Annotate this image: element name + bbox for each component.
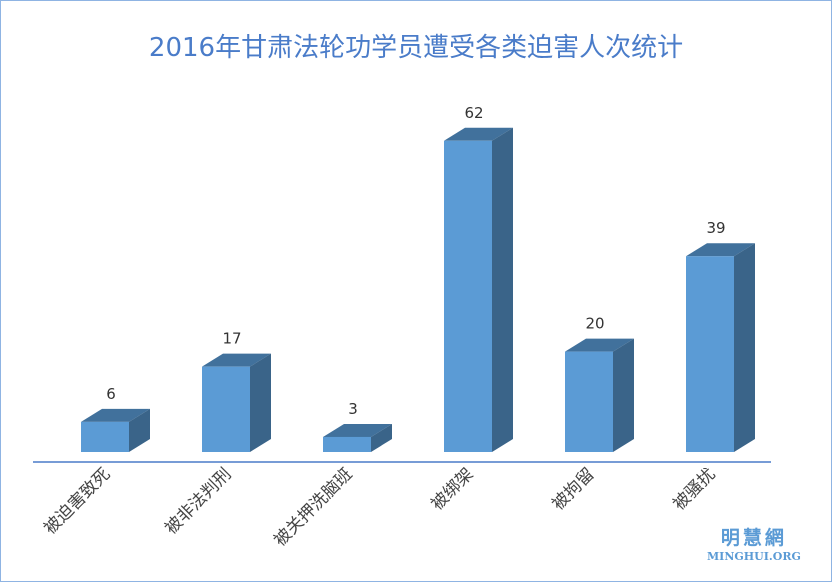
- category-label: 被绑架: [427, 464, 477, 514]
- data-label: 17: [222, 330, 241, 348]
- bar-side: [250, 353, 271, 452]
- category-label: 被迫害致死: [40, 464, 114, 538]
- bar-side: [734, 243, 755, 452]
- bar-top: [323, 423, 392, 437]
- data-label: 6: [106, 385, 116, 403]
- bar-side: [371, 423, 392, 452]
- bar: [323, 436, 371, 452]
- bar-top: [686, 243, 755, 257]
- data-label: 3: [348, 400, 358, 418]
- category-label: 被非法判刑: [161, 464, 235, 538]
- minghui-logo: 明慧網 MINGHUI.ORG: [707, 523, 801, 563]
- bar-side: [613, 338, 634, 452]
- data-label: 20: [585, 315, 604, 333]
- category-label: 被关押洗脑班: [270, 464, 356, 550]
- category-label: 被拘留: [548, 464, 598, 514]
- chart-title: 2016年甘肃法轮功学员遭受各类迫害人次统计: [148, 33, 684, 63]
- bar-top: [81, 408, 150, 422]
- logo-cn: 明慧網: [720, 527, 787, 549]
- bar: [81, 421, 129, 452]
- bar: [565, 351, 613, 452]
- category-label: 被骚扰: [669, 464, 719, 514]
- bar-side: [492, 127, 513, 452]
- bar-side: [129, 408, 150, 452]
- bar-top: [202, 353, 271, 367]
- bar-top: [565, 338, 634, 352]
- bar-top: [444, 127, 513, 141]
- data-label: 39: [706, 219, 725, 237]
- data-label: 62: [464, 104, 483, 122]
- bar: [202, 366, 250, 452]
- bar: [686, 256, 734, 452]
- bar: [444, 140, 492, 452]
- logo-en: MINGHUI.ORG: [707, 550, 801, 563]
